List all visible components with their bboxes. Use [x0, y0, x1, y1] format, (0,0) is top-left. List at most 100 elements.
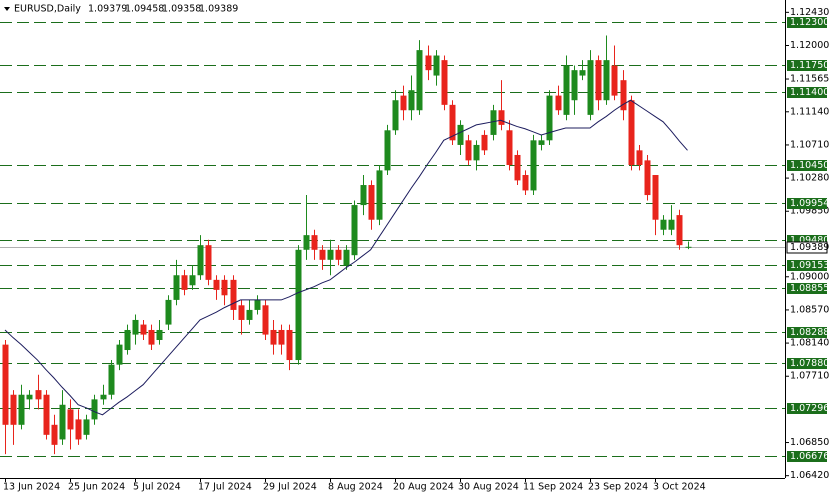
x-tick-label: 30 Aug 2024 — [458, 482, 519, 493]
candle-body — [538, 140, 545, 145]
candle-body — [360, 185, 367, 206]
candle-body — [319, 249, 326, 260]
x-tick-label: 11 Sep 2024 — [523, 482, 583, 493]
candle-body — [246, 309, 253, 320]
candle-body — [132, 319, 139, 335]
ohlc-close: 1.09389 — [199, 4, 238, 15]
y-tick-label: 1.07710 — [790, 371, 829, 382]
candle-body — [59, 404, 66, 440]
candle-body — [465, 140, 472, 161]
candle-body — [124, 329, 131, 351]
candle-body — [238, 305, 245, 320]
current-price-box — [786, 241, 828, 254]
candle-body — [425, 55, 432, 71]
axes — [0, 0, 786, 479]
x-tick-label: 5 Jul 2024 — [133, 482, 181, 493]
level-box — [787, 60, 827, 71]
candle-body — [2, 344, 9, 425]
candle-body — [628, 100, 635, 165]
level-label: 1.07296 — [790, 403, 829, 414]
candle-body — [83, 419, 90, 435]
candle-body — [473, 144, 480, 161]
current-price-label: 1.09389 — [790, 242, 829, 253]
level-label: 1.11400 — [790, 87, 829, 98]
level-label: 1.11750 — [790, 60, 829, 71]
levels — [0, 22, 785, 457]
candle-body — [181, 275, 188, 290]
candle-body — [433, 55, 440, 76]
y-tick-label: 1.11140 — [790, 106, 829, 117]
x-tick-label: 25 Jun 2024 — [68, 482, 125, 493]
candle-body — [490, 110, 497, 135]
level-label: 1.09153 — [790, 260, 829, 271]
candle-body — [18, 394, 25, 425]
candle-body — [449, 104, 456, 141]
y-tick-label: 1.09000 — [790, 271, 829, 282]
level-box — [787, 327, 827, 338]
candle-body — [286, 329, 293, 361]
candle-body — [555, 95, 562, 111]
candle-body — [587, 60, 594, 115]
candle-body — [10, 394, 17, 425]
candle-body — [205, 245, 212, 280]
x-tick-label: 17 Jul 2024 — [198, 482, 252, 493]
level-box — [787, 403, 827, 414]
level-box — [787, 160, 827, 171]
candle-body — [571, 70, 578, 101]
x-tick-label: 20 Aug 2024 — [393, 482, 454, 493]
x-tick-label: 13 Jun 2024 — [3, 482, 60, 493]
level-box — [787, 87, 827, 98]
candle-body — [660, 219, 667, 230]
ohlc-open: 1.09379 — [88, 4, 127, 15]
candle-body — [67, 409, 74, 430]
candle-body — [327, 249, 334, 260]
symbol: EURUSD,Daily — [14, 4, 81, 15]
candle-body — [254, 299, 261, 310]
x-tick-label: 23 Sep 2024 — [588, 482, 648, 493]
candle-body — [408, 90, 415, 111]
candle-body — [165, 299, 172, 325]
level-label: 1.08855 — [790, 283, 829, 294]
moving-average — [4, 99, 688, 416]
y-tick-label: 1.09850 — [790, 206, 829, 217]
candle-body — [116, 344, 123, 365]
candle-body — [230, 279, 237, 310]
level-label: 1.06676 — [790, 451, 829, 462]
level-box — [787, 235, 827, 246]
level-box — [787, 260, 827, 271]
candle-body — [603, 60, 610, 101]
candle-body — [514, 154, 521, 181]
candle-body — [213, 279, 220, 290]
candle-body — [140, 324, 147, 335]
y-tick-label: 1.10280 — [790, 173, 829, 184]
candle-body — [522, 175, 529, 191]
candle-body — [595, 60, 602, 101]
candles — [2, 35, 692, 455]
y-tick-label: 1.12000 — [790, 40, 829, 51]
x-tick-label: 3 Oct 2024 — [653, 482, 706, 493]
candle-body — [644, 160, 651, 196]
candle-body — [668, 219, 675, 230]
level-label: 1.09480 — [790, 235, 829, 246]
y-tick-label: 1.12430 — [790, 7, 829, 18]
level-label: 1.08288 — [790, 327, 829, 338]
candle-body — [295, 249, 302, 361]
level-label: 1.09954 — [790, 198, 829, 209]
candle-body — [506, 130, 513, 165]
candle-body — [351, 205, 358, 256]
x-tick-label: 29 Jul 2024 — [263, 482, 317, 493]
candle-body — [652, 175, 659, 220]
candle-body — [156, 329, 163, 340]
candle-body — [685, 246, 692, 248]
candle-body — [457, 124, 464, 145]
candle-body — [392, 100, 399, 131]
y-tick-label: 1.10710 — [790, 139, 829, 150]
candle-body — [343, 249, 350, 266]
candle-body — [148, 329, 155, 345]
y-tick-label: 1.06850 — [790, 437, 829, 448]
candle-body — [611, 65, 618, 96]
candle-body — [441, 60, 448, 105]
